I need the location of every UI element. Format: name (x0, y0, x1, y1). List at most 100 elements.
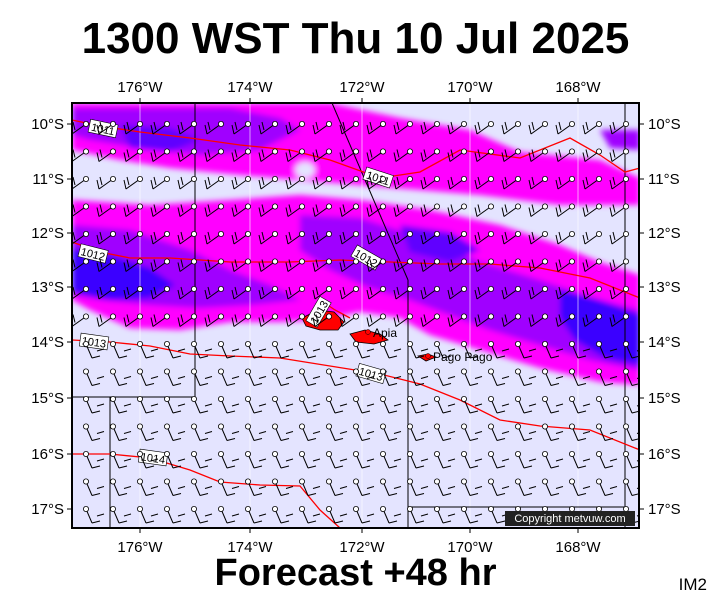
wind-barb (339, 285, 359, 300)
wind-barb (312, 175, 332, 190)
wind-barb (379, 395, 402, 414)
wind-barb (325, 423, 348, 441)
wind-barb (460, 505, 483, 524)
wind-barb (285, 285, 305, 300)
wind-barb (325, 395, 348, 414)
wind-barb (150, 258, 170, 272)
wind-barb (163, 368, 186, 386)
wind-barb (582, 175, 603, 190)
wind-barb (528, 285, 549, 300)
wind-barb (110, 368, 132, 386)
wind-barb (460, 478, 483, 496)
wind-barb (325, 450, 348, 469)
wind-barb (393, 121, 413, 135)
wind-barb (150, 203, 170, 217)
wind-barb (163, 478, 186, 496)
wind-barb (136, 423, 159, 441)
wind-barb (231, 148, 251, 162)
wind-barb (83, 505, 105, 524)
lat-label: 17°S (648, 501, 681, 518)
wind-barb (258, 203, 278, 217)
wind-barb (515, 423, 537, 441)
lon-label: 172°W (339, 539, 385, 556)
wind-barb (244, 395, 267, 414)
lat-label: 12°S (648, 225, 681, 242)
wind-barb (298, 340, 321, 359)
wind-barb (501, 230, 522, 245)
wind-barb (231, 230, 251, 245)
wind-barb (433, 395, 456, 414)
lon-label: 174°W (227, 539, 273, 556)
wind-barb (72, 203, 90, 217)
wind-barb (285, 203, 305, 217)
lon-label: 174°W (227, 79, 273, 96)
wind-barb (420, 121, 440, 135)
wind-barb (285, 175, 305, 190)
wind-barb (190, 368, 213, 386)
wind-barb (244, 423, 267, 441)
wind-barb (217, 423, 240, 441)
wind-barb (190, 450, 213, 469)
wind-barb (474, 175, 494, 190)
place-pago-pago: Pago Pago (425, 350, 493, 364)
wind-barb (393, 203, 413, 217)
wind-barb (501, 175, 522, 190)
wind-barb (366, 175, 386, 190)
wind-barb (244, 340, 267, 359)
lon-label: 172°W (339, 79, 385, 96)
wind-barb (325, 368, 348, 386)
map-frame (71, 102, 640, 529)
wind-barb (163, 450, 186, 469)
wind-barb (555, 230, 576, 245)
wind-barb (447, 121, 467, 135)
wind-barb (231, 203, 251, 217)
wind-barb (366, 148, 386, 162)
wind-barb (501, 313, 522, 327)
wind-barb (123, 258, 143, 272)
wind-barb (110, 478, 132, 496)
wind-barb (96, 148, 117, 162)
wind-barb (190, 340, 213, 359)
wind-barb (258, 121, 278, 135)
wind-barb (123, 148, 143, 162)
wind-barb (609, 230, 630, 245)
apia-marker (365, 329, 371, 335)
wind-barb (339, 258, 359, 272)
wind-barb (433, 478, 456, 496)
wind-barb (569, 368, 591, 386)
wind-barb (312, 148, 332, 162)
wind-barb (596, 450, 618, 469)
wind-barb (244, 368, 267, 386)
wind-barb (190, 478, 213, 496)
wind-barb (312, 230, 332, 245)
wind-barb (406, 368, 429, 386)
lon-label: 168°W (555, 79, 601, 96)
wind-barb (136, 340, 159, 359)
wind-barb (83, 478, 105, 496)
wind-barb (515, 368, 537, 386)
wind-barb (217, 340, 240, 359)
wind-barb (393, 285, 413, 300)
wind-barb (393, 148, 413, 162)
wind-barb (258, 313, 278, 327)
wind-barb (433, 423, 456, 441)
wind-barb (231, 175, 251, 190)
boundary-lines (72, 102, 626, 528)
wind-barb (528, 148, 549, 162)
wind-barb (447, 313, 467, 327)
wind-barb (217, 395, 240, 414)
wind-barb (298, 423, 321, 441)
lat-label: 14°S (648, 334, 681, 351)
wind-barb (569, 340, 591, 359)
wind-barb (352, 368, 375, 386)
wind-barb (623, 423, 639, 441)
wind-barb (447, 258, 467, 272)
wind-barb (528, 203, 549, 217)
wind-barb (285, 230, 305, 245)
rain-area (295, 162, 315, 178)
lat-label: 11°S (32, 171, 64, 188)
wind-barb (542, 423, 564, 441)
pressure-label: 1011 (90, 122, 116, 139)
wind-barb (204, 121, 224, 135)
wind-barb (487, 478, 510, 496)
